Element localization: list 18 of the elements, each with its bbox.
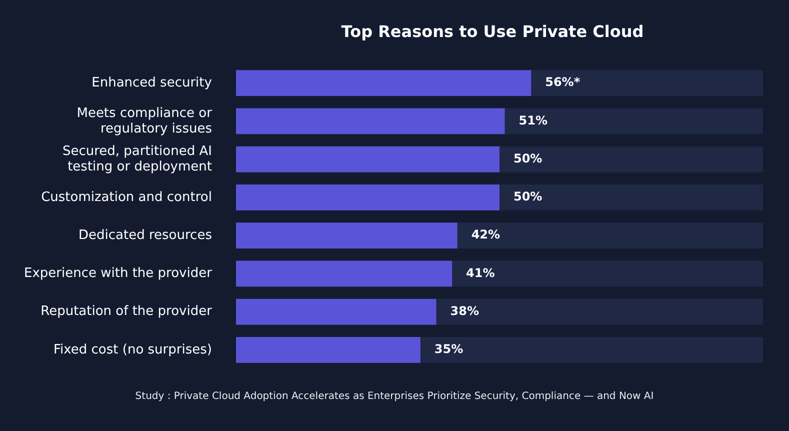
y-tick-label: Reputation of the provider	[40, 304, 213, 320]
y-tick-label: Customization and control	[41, 190, 212, 205]
data-label: 35%	[434, 342, 464, 356]
y-tick-label: Meets compliance or regulatory issues	[76, 106, 213, 136]
y-tick-label: Enhanced security	[92, 75, 212, 90]
data-label: 38%	[450, 304, 479, 318]
data-label: 50%	[513, 190, 542, 204]
y-tick-label: Dedicated resources	[78, 228, 212, 243]
y-tick-label: Experience with the provider	[24, 266, 213, 282]
data-label: 50%	[513, 151, 542, 166]
y-tick-label: Secured, partitioned AI testing or deployment	[62, 144, 212, 174]
y-tick-label: Fixed cost (no surprises)	[53, 342, 212, 358]
chart-title: Top Reasons to Use Private Cloud	[340, 22, 645, 41]
data-label: 42%	[471, 228, 500, 242]
data-label: 56%*	[545, 75, 581, 90]
text: Study : Private Cloud Adoption Accelerates as Enterprises Prioritize Security, Compliance — and Now AI	[134, 391, 655, 402]
data-label: 41%	[466, 266, 495, 280]
data-label: 51%	[518, 113, 548, 128]
